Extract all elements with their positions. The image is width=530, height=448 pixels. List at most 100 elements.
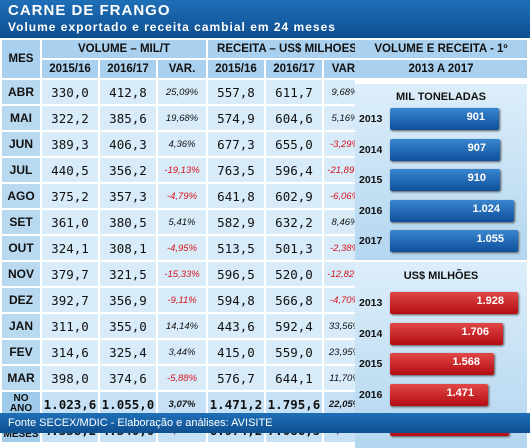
month-cell: JUL bbox=[2, 158, 40, 182]
receita-2016-cell: 559,0 bbox=[266, 340, 322, 364]
volume-var-cell: -19,13% bbox=[158, 158, 206, 182]
table-row: OUT 324,1 308,1 -4,95% 513,5 501,3 -2,38% bbox=[2, 236, 366, 260]
chart-bar: 907 bbox=[390, 138, 500, 161]
data-table: MES VOLUME – MIL/T RECEITA – US$ MILHOES… bbox=[0, 38, 368, 444]
table-header-row: MES VOLUME – MIL/T RECEITA – US$ MILHOES bbox=[2, 40, 366, 78]
total-label-line: ANO bbox=[9, 403, 33, 414]
receita-2015-cell: 763,5 bbox=[208, 158, 264, 182]
volume-var-cell: -5,88% bbox=[158, 366, 206, 390]
receita-2015-cell: 582,9 bbox=[208, 210, 264, 234]
receita-2015-cell: 513,5 bbox=[208, 236, 264, 260]
bar-value-label: 1.471 bbox=[446, 386, 474, 399]
volume-2016-cell: 406,3 bbox=[100, 132, 156, 156]
volume-2016-cell: 355,0 bbox=[100, 314, 156, 338]
month-cell: JAN bbox=[2, 314, 40, 338]
volume-2015-cell: 398,0 bbox=[42, 366, 98, 390]
table-row: ABR 330,0 412,8 25,09% 557,8 611,7 9,68% bbox=[2, 80, 366, 104]
month-cell: NOV bbox=[2, 262, 40, 286]
table-row: NOV 379,7 321,5 -15,33% 596,5 520,0 -12,82% bbox=[2, 262, 366, 286]
header-title: CARNE DE FRANGO bbox=[8, 2, 171, 19]
receita-chart-title: US$ MILHÕES bbox=[403, 270, 479, 282]
receita-2016-cell: 632,2 bbox=[266, 210, 322, 234]
bar-value-label: 901 bbox=[466, 111, 485, 123]
bar-value-label: 1.706 bbox=[461, 325, 489, 338]
chart-bar: 1.055 bbox=[390, 230, 518, 252]
volume-var-cell: 19,68% bbox=[158, 106, 206, 130]
receita-2016-cell: 602,9 bbox=[266, 184, 322, 208]
total-row: NO ANO 1.023,6 1.055,0 3,07% 1.471,2 1.795,6 22… bbox=[2, 392, 366, 416]
volume-2015-cell: 314,6 bbox=[42, 340, 98, 364]
volume-2015-cell: 330,0 bbox=[42, 80, 98, 104]
volume-2015-cell: 392,7 bbox=[42, 288, 98, 312]
volume-var-cell: 25,09% bbox=[158, 80, 206, 104]
receita-2015-cell: 576,7 bbox=[208, 366, 264, 390]
receita-2015-cell: 641,8 bbox=[208, 184, 264, 208]
volume-2016-cell: 308,1 bbox=[100, 236, 156, 260]
month-cell: AGO bbox=[2, 184, 40, 208]
total-receita-2015-cell: 1.471,2 bbox=[208, 392, 264, 416]
month-cell: FEV bbox=[2, 340, 40, 364]
receita-2015-cell: 574,9 bbox=[208, 106, 264, 130]
table-row: DEZ 392,7 356,9 -9,11% 594,8 566,8 -4,70% bbox=[2, 288, 366, 312]
volume-var-cell: 14,14% bbox=[158, 314, 206, 338]
year-tick-label: 2014 bbox=[359, 143, 383, 156]
volume-2016-cell: 412,8 bbox=[100, 80, 156, 104]
volume-2016-cell: 357,3 bbox=[100, 184, 156, 208]
year-tick-label: 2013 bbox=[359, 297, 383, 309]
total-label-line: NO bbox=[13, 393, 29, 404]
volume-chart: MIL TONELADAS 2013 901 2014 907 2015 910 2016 1… bbox=[355, 84, 527, 260]
chart-bar: 910 bbox=[390, 169, 500, 191]
volume-2016-cell: 374,6 bbox=[100, 366, 156, 390]
receita-2015-cell: 596,5 bbox=[208, 262, 264, 286]
bar-value-label: 910 bbox=[467, 172, 486, 184]
volume-2016-cell: 380,5 bbox=[100, 210, 156, 234]
receita-2016-cell: 604,6 bbox=[266, 106, 322, 130]
receita-2015-cell: 443,6 bbox=[208, 314, 264, 338]
side-panel: VOLUME E RECEITA - 1º TRIMESTRE 2013 A 2… bbox=[355, 40, 527, 448]
volume-2016-cell: 321,5 bbox=[100, 262, 156, 286]
year-tick-label: 2014 bbox=[359, 327, 383, 340]
col-header-receita: RECEITA – US$ MILHOES bbox=[208, 40, 366, 58]
year-tick-label: 2013 bbox=[359, 113, 383, 125]
table-row: SET 361,0 380,5 5,41% 582,9 632,2 8,46% bbox=[2, 210, 366, 234]
receita-2016-cell: 566,8 bbox=[266, 288, 322, 312]
year-tick-label: 2015 bbox=[359, 174, 383, 186]
subheader-cell: VAR. bbox=[158, 60, 206, 78]
table-row: JUN 389,3 406,3 4,36% 677,3 655,0 -3,29% bbox=[2, 132, 366, 156]
volume-2016-cell: 325,4 bbox=[100, 340, 156, 364]
total-volume-2016-cell: 1.055,0 bbox=[100, 392, 156, 416]
volume-2015-cell: 440,5 bbox=[42, 158, 98, 182]
receita-2015-cell: 594,8 bbox=[208, 288, 264, 312]
year-tick-label: 2016 bbox=[359, 204, 383, 217]
year-tick-label: 2015 bbox=[359, 358, 383, 370]
table-row: AGO 375,2 357,3 -4,79% 641,8 602,9 -6,06% bbox=[2, 184, 366, 208]
volume-var-cell: 5,41% bbox=[158, 210, 206, 234]
footer-source: Fonte SECEX/MDIC - Elaboração e análises… bbox=[8, 417, 273, 429]
subheader-cell: 2015/16 bbox=[208, 60, 264, 78]
month-cell: SET bbox=[2, 210, 40, 234]
receita-2016-cell: 592,4 bbox=[266, 314, 322, 338]
chart-bar: 901 bbox=[390, 108, 499, 130]
receita-2015-cell: 677,3 bbox=[208, 132, 264, 156]
volume-var-cell: -9,11% bbox=[158, 288, 206, 312]
month-cell: ABR bbox=[2, 80, 40, 104]
footer: Fonte SECEX/MDIC - Elaboração e análises… bbox=[0, 413, 530, 433]
header-banner: CARNE DE FRANGO Volume exportado e recei… bbox=[0, 0, 530, 38]
side-title: VOLUME E RECEITA - 1º TRIMESTRE bbox=[355, 40, 527, 73]
total-volume-2015-cell: 1.023,6 bbox=[42, 392, 98, 416]
table-row: JAN 311,0 355,0 14,14% 443,6 592,4 33,56% bbox=[2, 314, 366, 338]
receita-2016-cell: 520,0 bbox=[266, 262, 322, 286]
col-header-volume: VOLUME – MIL/T bbox=[42, 40, 206, 58]
total-receita-2016-cell: 1.795,6 bbox=[266, 392, 322, 416]
chart-bar: 1.706 bbox=[390, 322, 503, 345]
table-row: MAI 322,2 385,6 19,68% 574,9 604,6 5,16% bbox=[2, 106, 366, 130]
table-row: MAR 398,0 374,6 -5,88% 576,7 644,1 11,70% bbox=[2, 366, 366, 390]
receita-2016-cell: 596,4 bbox=[266, 158, 322, 182]
volume-2015-cell: 389,3 bbox=[42, 132, 98, 156]
month-cell: MAI bbox=[2, 106, 40, 130]
volume-2015-cell: 311,0 bbox=[42, 314, 98, 338]
month-cell: OUT bbox=[2, 236, 40, 260]
month-cell: JUN bbox=[2, 132, 40, 156]
bar-value-label: 907 bbox=[467, 141, 486, 154]
receita-2016-cell: 644,1 bbox=[266, 366, 322, 390]
